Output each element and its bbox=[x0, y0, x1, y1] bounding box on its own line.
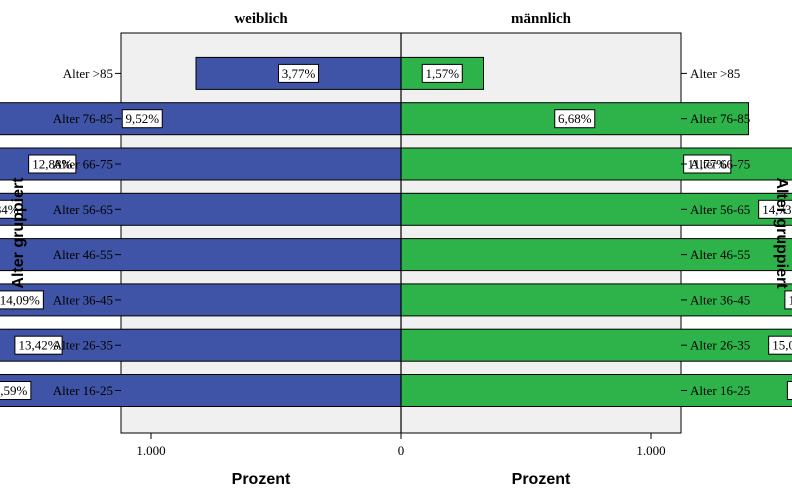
male-data-label: 15,78% bbox=[791, 383, 792, 398]
male-data-label-box bbox=[554, 109, 596, 129]
female-data-label-box bbox=[0, 199, 23, 219]
female-data-label-box bbox=[278, 63, 319, 83]
female-bar bbox=[0, 328, 402, 362]
left-category-label: Alter 66-75 bbox=[53, 157, 113, 172]
right-category-label: Alter 66-75 bbox=[690, 157, 750, 172]
female-data-label: 14,59% bbox=[0, 383, 27, 398]
male-data-label: 1,57% bbox=[425, 66, 459, 81]
male-x-axis-label: Prozent bbox=[512, 471, 571, 488]
male-bar bbox=[400, 374, 792, 407]
female-data-label: 14,09% bbox=[0, 292, 40, 307]
male-panel-title: männlich bbox=[511, 11, 572, 27]
right-category-label: Alter 26-35 bbox=[690, 338, 750, 353]
male-data-label-box bbox=[421, 63, 463, 83]
male-data-label-box bbox=[768, 335, 792, 355]
female-x-tick-label: 1.000 bbox=[136, 443, 165, 458]
male-data-label: 6,68% bbox=[558, 111, 592, 126]
female-data-label: 9,52% bbox=[125, 111, 159, 126]
female-data-label-box bbox=[14, 335, 63, 355]
left-y-axis-label: Alter gruppiert bbox=[10, 177, 27, 289]
female-bar bbox=[0, 374, 402, 407]
female-data-label-box bbox=[0, 290, 44, 310]
male-data-label-box bbox=[758, 199, 792, 219]
left-category-label: Alter 26-35 bbox=[53, 338, 113, 353]
male-data-label: 15,09% bbox=[772, 338, 792, 353]
left-category-label: Alter >85 bbox=[63, 66, 113, 81]
male-data-label: 14,73% bbox=[762, 202, 792, 217]
female-data-label: 14,84% bbox=[0, 202, 19, 217]
right-category-label: Alter 16-25 bbox=[690, 383, 750, 398]
right-y-axis-label: Alter gruppiert bbox=[773, 177, 790, 289]
female-data-label: 3,77% bbox=[282, 66, 316, 81]
male-x-tick-label: 0 bbox=[398, 443, 405, 458]
female-bar bbox=[0, 102, 402, 136]
male-x-tick-label: 1.000 bbox=[636, 443, 665, 458]
female-data-label-box bbox=[121, 109, 163, 129]
female-bar bbox=[0, 283, 402, 317]
male-data-label-box bbox=[784, 290, 792, 310]
right-category-label: Alter >85 bbox=[690, 66, 740, 81]
left-category-label: Alter 76-85 bbox=[53, 111, 113, 126]
left-category-label: Alter 56-65 bbox=[53, 202, 113, 217]
left-category-label: Alter 36-45 bbox=[53, 292, 113, 307]
female-data-label-box bbox=[28, 154, 77, 174]
right-category-label: Alter 56-65 bbox=[690, 202, 750, 217]
female-data-label: 12,88% bbox=[32, 157, 72, 172]
left-category-label: Alter 16-25 bbox=[53, 383, 113, 398]
left-category-label: Alter 46-55 bbox=[53, 247, 113, 262]
right-category-label: Alter 46-55 bbox=[690, 247, 750, 262]
right-category-label: Alter 36-45 bbox=[690, 292, 750, 307]
male-bar bbox=[400, 192, 792, 226]
male-data-label: 15,75% bbox=[788, 292, 792, 307]
male-data-label-box bbox=[786, 381, 792, 400]
female-data-label-box bbox=[0, 381, 32, 400]
male-data-label: 11,77% bbox=[687, 157, 727, 172]
female-x-axis-label: Prozent bbox=[232, 471, 291, 488]
female-data-label: 13,42% bbox=[18, 338, 58, 353]
right-category-label: Alter 76-85 bbox=[690, 111, 750, 126]
female-panel-title: weiblich bbox=[234, 11, 288, 27]
